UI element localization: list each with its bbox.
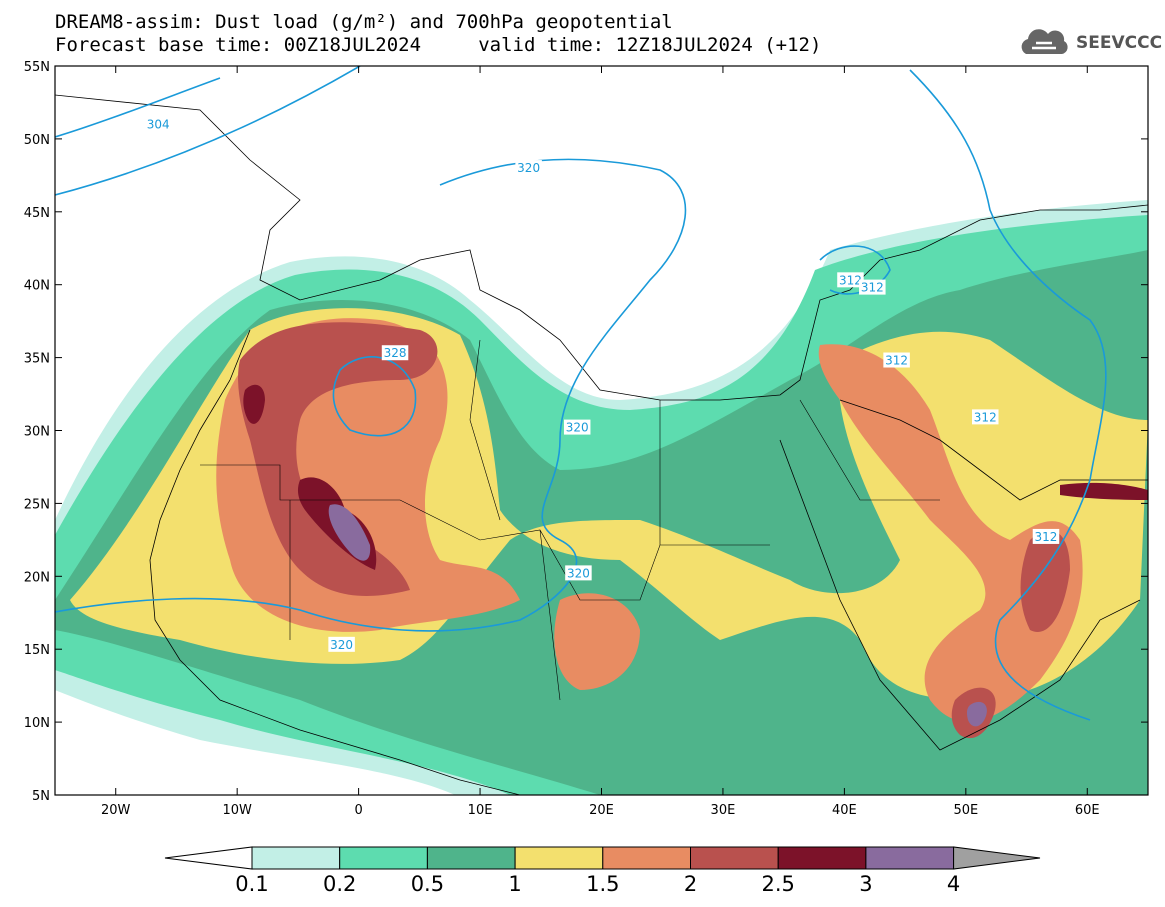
colorbar-segment: [690, 846, 779, 870]
contour-label: 304: [147, 117, 170, 131]
contour-label-bg: [55, 167, 58, 183]
lat-tick-label: 50N: [24, 133, 50, 148]
colorbar-segment: [865, 846, 955, 870]
lat-tick-label: 30N: [24, 425, 50, 440]
lon-tick-label: 50E: [953, 803, 978, 818]
lon-tick-label: 20E: [589, 803, 614, 818]
lat-tick-label: 10N: [24, 716, 50, 731]
lon-tick-label: 0: [354, 803, 362, 818]
contour-label: 320: [330, 638, 353, 652]
lat-tick-label: 20N: [24, 570, 50, 585]
colorbar-segment: [514, 846, 604, 870]
colorbar-segment: [426, 846, 516, 870]
colorbar-segment: [251, 846, 341, 870]
coastline-west-africa: [149, 329, 521, 795]
lon-tick-label: 40E: [832, 803, 857, 818]
contour-label-bg: [565, 565, 592, 581]
contour-label: 312: [861, 281, 884, 295]
contour-label-bg: [563, 419, 591, 435]
dust-zone-1.5-sahel: [554, 593, 640, 690]
logo-text: SEEVCCC: [1076, 33, 1163, 53]
contour-label: 320: [566, 421, 589, 435]
contour-label: 312: [839, 273, 862, 287]
dust-zone-2-oman: [1020, 530, 1070, 632]
dust-zone-1.5-arabia: [818, 344, 1083, 722]
colorbar-label: 2.5: [761, 872, 794, 896]
lat-tick-label: 15N: [24, 643, 50, 658]
dust-zone-2: [238, 322, 438, 596]
lon-tick-label: 10E: [468, 803, 493, 818]
lat-tick-label: 5N: [32, 789, 50, 804]
contour-label-bg: [144, 116, 172, 132]
latitude-ticks: 55N 50N 45N 40N 35N 30N 25N 20N 15N 10N 5N: [24, 60, 1148, 804]
contour-label-bg: [883, 352, 910, 368]
colorbar-label: 1: [508, 872, 521, 896]
map-title: DREAM8-assim: Dust load (g/m²) and 700hP…: [55, 11, 673, 33]
colorbar-segment: [777, 846, 867, 870]
contour-label: 312: [885, 354, 908, 368]
coastline-red-sea-arabia: [779, 399, 1148, 751]
lat-tick-label: 35N: [24, 352, 50, 367]
colorbar-label: 0.5: [411, 872, 444, 896]
contour-label: 312: [1035, 530, 1058, 544]
colorbar-label: 2: [684, 872, 697, 896]
contour-label-bg: [328, 636, 355, 652]
contour-label-bg: [381, 345, 409, 361]
contour-label: 2: [48, 168, 56, 182]
colorbar-segment: [602, 846, 691, 870]
colorbar-label: 0.1: [235, 872, 268, 896]
colorbar: 0.1 0.2 0.5 1 1.5 2 2.5 3 4: [164, 846, 1041, 896]
geopotential-contours: [55, 66, 1107, 721]
contour-label-bg: [515, 160, 542, 176]
lon-tick-label: 20W: [101, 803, 131, 818]
colorbar-label: 1.5: [586, 872, 619, 896]
lat-tick-label: 25N: [24, 497, 50, 512]
country-borders: [200, 339, 940, 701]
colorbar-label: 3: [859, 872, 872, 896]
colorbar-under-arrow: [164, 846, 253, 870]
contour-label: 320: [517, 161, 540, 175]
contour-label-bg: [1032, 528, 1060, 544]
lon-tick-label: 10W: [222, 803, 252, 818]
colorbar-over-arrow: [953, 846, 1041, 870]
map-subtitle: Forecast base time: 00Z18JUL2024 valid t…: [55, 34, 822, 56]
colorbar-segment: [339, 846, 428, 870]
lat-tick-label: 55N: [24, 60, 50, 75]
contour-label-bg: [972, 409, 999, 425]
colorbar-label: 4: [947, 872, 960, 896]
coastline-europe-africa: [55, 94, 1148, 401]
contour-label: 320: [567, 566, 590, 580]
lat-tick-label: 45N: [24, 206, 50, 221]
colorbar-label: 0.2: [323, 872, 356, 896]
cloud-logo-icon: [1021, 29, 1068, 54]
contour-label-bg: [859, 279, 886, 295]
lat-tick-label: 40N: [24, 279, 50, 294]
contour-label: 312: [974, 410, 997, 424]
lon-tick-label: 60E: [1075, 803, 1100, 818]
lon-tick-label: 30E: [711, 803, 736, 818]
contour-label-bg: [837, 272, 864, 288]
longitude-ticks: 20W 10W 0 10E 20E 30E 40E 50E 60E: [101, 66, 1100, 818]
contour-label: 328: [384, 346, 407, 360]
